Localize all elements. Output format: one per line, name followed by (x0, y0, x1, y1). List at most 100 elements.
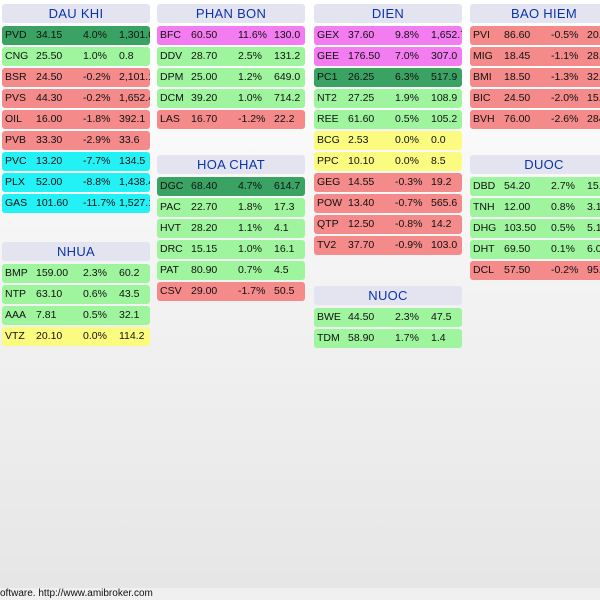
stock-row[interactable]: DRC 15.15 1.0% 16.1 (157, 240, 305, 259)
stock-volume: 5.1 (587, 222, 600, 234)
stock-row[interactable]: DCM 39.20 1.0% 714.2 (157, 89, 305, 108)
stock-row[interactable]: PVB 33.30 -2.9% 33.6 (2, 131, 150, 150)
stock-volume: 15.3 (587, 180, 600, 192)
stock-row[interactable]: BSR 24.50 -0.2% 2,101.1 (2, 68, 150, 87)
stock-price: 13.20 (36, 155, 63, 167)
stock-row[interactable]: POW 13.40 -0.7% 565.6 (314, 194, 462, 213)
stock-change: 1.2% (238, 71, 262, 83)
stock-volume: 108.9 (431, 92, 458, 104)
stock-row[interactable]: DBD 54.20 2.7% 15.3 (470, 177, 600, 196)
stock-row[interactable]: DPM 25.00 1.2% 649.0 (157, 68, 305, 87)
stock-symbol: BIC (473, 92, 491, 104)
stock-price: 18.45 (504, 50, 531, 62)
stock-change: 0.6% (83, 288, 107, 300)
stock-row[interactable]: NTP 63.10 0.6% 43.5 (2, 285, 150, 304)
sector-group: DAU KHI PVD 34.15 4.0% 1,301.0 CNG 25.50 1.0% 0.… (2, 4, 150, 215)
stock-price: 27.25 (348, 92, 375, 104)
stock-symbol: DCM (160, 92, 184, 104)
stock-row[interactable]: TDM 58.90 1.7% 1.4 (314, 329, 462, 348)
stock-price: 69.50 (504, 243, 531, 255)
stock-volume: 105.2 (431, 113, 458, 125)
stock-row[interactable]: LAS 16.70 -1.2% 22.2 (157, 110, 305, 129)
stock-symbol: DHG (473, 222, 497, 234)
stock-volume: 14.2 (431, 218, 452, 230)
stock-change: -2.0% (551, 92, 579, 104)
stock-change: -1.8% (83, 113, 111, 125)
stock-volume: 60.2 (119, 267, 140, 279)
stock-row[interactable]: MIG 18.45 -1.1% 28.9 (470, 47, 600, 66)
stock-price: 39.20 (191, 92, 218, 104)
sector-title[interactable]: DAU KHI (2, 4, 150, 23)
stock-price: 16.70 (191, 113, 218, 125)
sector-title[interactable]: BAO HIEM (470, 4, 600, 23)
stock-row[interactable]: PPC 10.10 0.0% 8.5 (314, 152, 462, 171)
stock-row[interactable]: PVI 86.60 -0.5% 20.4 (470, 26, 600, 45)
stock-row[interactable]: DGC 68.40 4.7% 614.7 (157, 177, 305, 196)
stock-price: 2.53 (348, 134, 369, 146)
stock-volume: 32.5 (587, 71, 600, 83)
stock-symbol: DDV (160, 50, 183, 62)
stock-row[interactable]: DHT 69.50 0.1% 6.0 (470, 240, 600, 259)
stock-row[interactable]: VTZ 20.10 0.0% 114.2 (2, 327, 150, 346)
stock-row[interactable]: CNG 25.50 1.0% 0.8 (2, 47, 150, 66)
stock-row[interactable]: BVH 76.00 -2.6% 284.9 (470, 110, 600, 129)
stock-symbol: GEE (317, 50, 340, 62)
stock-row[interactable]: GEG 14.55 -0.3% 19.2 (314, 173, 462, 192)
stock-row[interactable]: PAC 22.70 1.8% 17.3 (157, 198, 305, 217)
stock-volume: 614.7 (274, 180, 301, 192)
stock-price: 80.90 (191, 264, 218, 276)
stock-volume: 6.0 (587, 243, 600, 255)
stock-row[interactable]: PAT 80.90 0.7% 4.5 (157, 261, 305, 280)
stock-row[interactable]: CSV 29.00 -1.7% 50.5 (157, 282, 305, 301)
stock-row[interactable]: TNH 12.00 0.8% 3.1 (470, 198, 600, 217)
stock-row[interactable]: HVT 28.20 1.1% 4.1 (157, 219, 305, 238)
stock-row[interactable]: PVC 13.20 -7.7% 134.5 (2, 152, 150, 171)
stock-volume: 1,438.4 (119, 176, 150, 188)
stock-price: 14.55 (348, 176, 375, 188)
stock-volume: 134.5 (119, 155, 146, 167)
stock-row[interactable]: QTP 12.50 -0.8% 14.2 (314, 215, 462, 234)
stock-row[interactable]: TV2 37.70 -0.9% 103.0 (314, 236, 462, 255)
sector-title[interactable]: NUOC (314, 286, 462, 305)
stock-row[interactable]: REE 61.60 0.5% 105.2 (314, 110, 462, 129)
stock-row[interactable]: AAA 7.81 0.5% 32.1 (2, 306, 150, 325)
stock-symbol: PVS (5, 92, 27, 104)
sector-title[interactable]: HOA CHAT (157, 155, 305, 174)
sector-title[interactable]: PHAN BON (157, 4, 305, 23)
stock-row[interactable]: BFC 60.50 11.6% 130.0 (157, 26, 305, 45)
stock-row[interactable]: GEE 176.50 7.0% 307.0 (314, 47, 462, 66)
stock-symbol: POW (317, 197, 343, 209)
stock-symbol: TV2 (317, 239, 337, 251)
stock-row[interactable]: DHG 103.50 0.5% 5.1 (470, 219, 600, 238)
sector-title[interactable]: NHUA (2, 242, 150, 261)
stock-row[interactable]: BMI 18.50 -1.3% 32.5 (470, 68, 600, 87)
stock-symbol: PVI (473, 29, 490, 41)
stock-row[interactable]: GEX 37.60 9.8% 1,652.7 (314, 26, 462, 45)
sector-title[interactable]: DIEN (314, 4, 462, 23)
stock-row[interactable]: GAS 101.60 -11.7%1,527.1 (2, 194, 150, 213)
stock-row[interactable]: DCL 57.50 -0.2% 95.4 (470, 261, 600, 280)
stock-row[interactable]: BCG 2.53 0.0% 0.0 (314, 131, 462, 150)
stock-price: 103.50 (504, 222, 537, 234)
stock-price: 20.10 (36, 330, 63, 342)
stock-row[interactable]: PVD 34.15 4.0% 1,301.0 (2, 26, 150, 45)
sector-title[interactable]: DUOC (470, 155, 600, 174)
stock-symbol: OIL (5, 113, 22, 125)
stock-row[interactable]: NT2 27.25 1.9% 108.9 (314, 89, 462, 108)
stock-row[interactable]: PLX 52.00 -8.8% 1,438.4 (2, 173, 150, 192)
stock-change: -2.6% (551, 113, 579, 125)
stock-symbol: BFC (160, 29, 181, 41)
stock-row[interactable]: BIC 24.50 -2.0% 15.2 (470, 89, 600, 108)
stock-row[interactable]: DDV 28.70 2.5% 131.2 (157, 47, 305, 66)
stock-symbol: PVC (5, 155, 27, 167)
stock-row[interactable]: BMP 159.00 2.3% 60.2 (2, 264, 150, 283)
stock-change: -1.7% (238, 285, 266, 297)
stock-change: 0.5% (83, 309, 107, 321)
stock-row[interactable]: BWE 44.50 2.3% 47.5 (314, 308, 462, 327)
stock-row[interactable]: PC1 26.25 6.3% 517.9 (314, 68, 462, 87)
stock-change: 11.6% (238, 29, 267, 41)
stock-row[interactable]: OIL 16.00 -1.8% 392.1 (2, 110, 150, 129)
stock-row[interactable]: PVS 44.30 -0.2% 1,652.4 (2, 89, 150, 108)
stock-change: 0.0% (395, 134, 419, 146)
stock-change: -7.7% (83, 155, 111, 167)
